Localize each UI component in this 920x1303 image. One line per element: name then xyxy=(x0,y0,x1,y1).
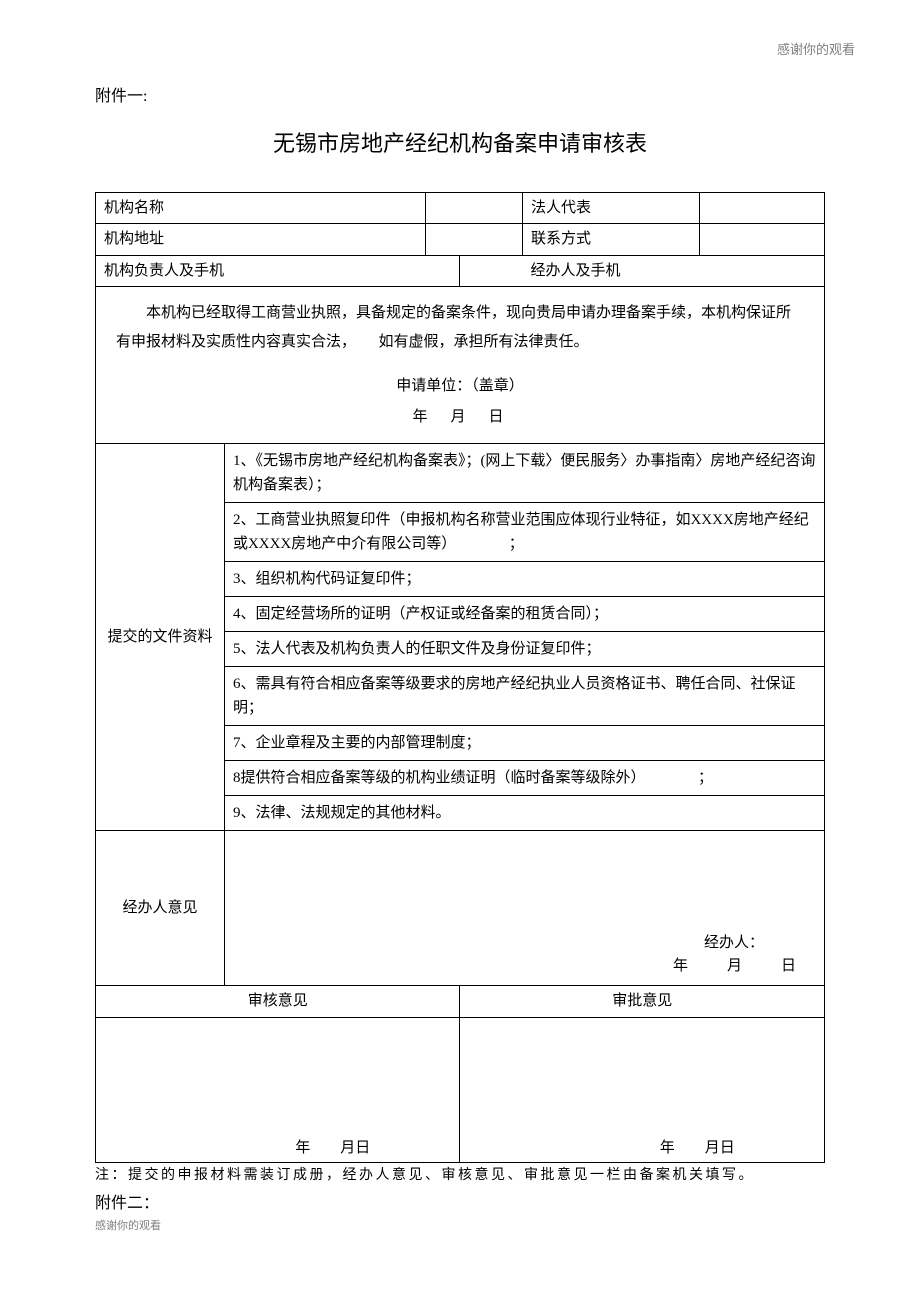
row-review-headers: 审核意见 审批意见 xyxy=(96,986,825,1018)
row-responsible: 机构负责人及手机 经办人及手机 xyxy=(96,255,825,287)
handler-label: 经办人： xyxy=(233,932,799,955)
doc-item-8: 8提供符合相应备案等级的机构业绩证明（临时备案等级除外） ； xyxy=(224,761,824,796)
header-thank-note: 感谢你的观看 xyxy=(95,40,855,60)
handler-opinion-body: 经办人： 年 月 日 xyxy=(224,831,824,986)
row-declaration: 本机构已经取得工商营业执照，具备规定的备案条件，现向贵局申请办理备案手续，本机构… xyxy=(96,287,825,444)
attachment2-label: 附件二： xyxy=(95,1192,825,1216)
declaration-text: 本机构已经取得工商营业执照，具备规定的备案条件，现向贵局申请办理备案手续，本机构… xyxy=(116,299,804,356)
label-handler-mobile: 经办人及手机 xyxy=(460,255,825,287)
footnote: 注：提交的申报材料需装订成册，经办人意见、审核意见、审批意见一栏由备案机关填写。 xyxy=(95,1165,825,1186)
handler-date: 年 月 日 xyxy=(233,955,799,978)
doc-item-9: 9、法律、法规规定的其他材料。 xyxy=(224,796,824,831)
review-date-1: 年 月日 xyxy=(104,1137,441,1160)
label-org-name: 机构名称 xyxy=(96,192,426,224)
review-body-2: 年 月日 xyxy=(460,1017,825,1162)
attachment1-label: 附件一: xyxy=(95,85,825,109)
label-responsible-mobile: 机构负责人及手机 xyxy=(96,255,460,287)
handler-opinion-header: 经办人意见 xyxy=(96,831,225,986)
row-handler-opinion: 经办人意见 经办人： 年 月 日 xyxy=(96,831,825,986)
stamp-line: 申请单位：（盖章） xyxy=(116,372,804,401)
label-contact: 联系方式 xyxy=(523,224,700,256)
doc-item-4: 4、固定经营场所的证明（产权证或经备案的租赁合同）； xyxy=(224,597,824,632)
value-org-address xyxy=(426,224,523,256)
doc-item-5: 5、法人代表及机构负责人的任职文件及身份证复印件； xyxy=(224,632,824,667)
row-review-bodies: 年 月日 年 月日 xyxy=(96,1017,825,1162)
value-org-name xyxy=(426,192,523,224)
doc-item-6: 6、需具有符合相应备案等级要求的房地产经纪执业人员资格证书、聘任合同、社保证明； xyxy=(224,667,824,726)
declaration-cell: 本机构已经取得工商营业执照，具备规定的备案条件，现向贵局申请办理备案手续，本机构… xyxy=(96,287,825,444)
doc-item-2: 2、工商营业执照复印件（申报机构名称营业范围应体现行业特征，如XXXX房地产经纪… xyxy=(224,503,824,562)
label-org-address: 机构地址 xyxy=(96,224,426,256)
row-org-name: 机构名称 法人代表 xyxy=(96,192,825,224)
value-contact xyxy=(699,224,824,256)
row-doc1: 提交的文件资料 1、《无锡市房地产经纪机构备案表》；(网上下载〉便民服务〉办事指… xyxy=(96,444,825,503)
value-legal-rep xyxy=(699,192,824,224)
doc-item-7: 7、企业章程及主要的内部管理制度； xyxy=(224,726,824,761)
row-org-address: 机构地址 联系方式 xyxy=(96,224,825,256)
label-legal-rep: 法人代表 xyxy=(523,192,700,224)
footer-thank-note: 感谢你的观看 xyxy=(95,1218,825,1235)
main-title: 无锡市房地产经纪机构备案申请审核表 xyxy=(95,127,825,160)
review-body-1: 年 月日 xyxy=(96,1017,460,1162)
review-header-2: 审批意见 xyxy=(460,986,825,1018)
declaration-date: 年 月 日 xyxy=(116,403,804,432)
doc-item-1: 1、《无锡市房地产经纪机构备案表》；(网上下载〉便民服务〉办事指南〉房地产经纪咨… xyxy=(224,444,824,503)
review-header-1: 审核意见 xyxy=(96,986,460,1018)
review-date-2: 年 月日 xyxy=(468,1137,806,1160)
doc-item-3: 3、组织机构代码证复印件； xyxy=(224,562,824,597)
docs-section-header: 提交的文件资料 xyxy=(96,444,225,831)
application-form-table: 机构名称 法人代表 机构地址 联系方式 机构负责人及手机 经办人及手机 本机构已… xyxy=(95,192,825,1163)
